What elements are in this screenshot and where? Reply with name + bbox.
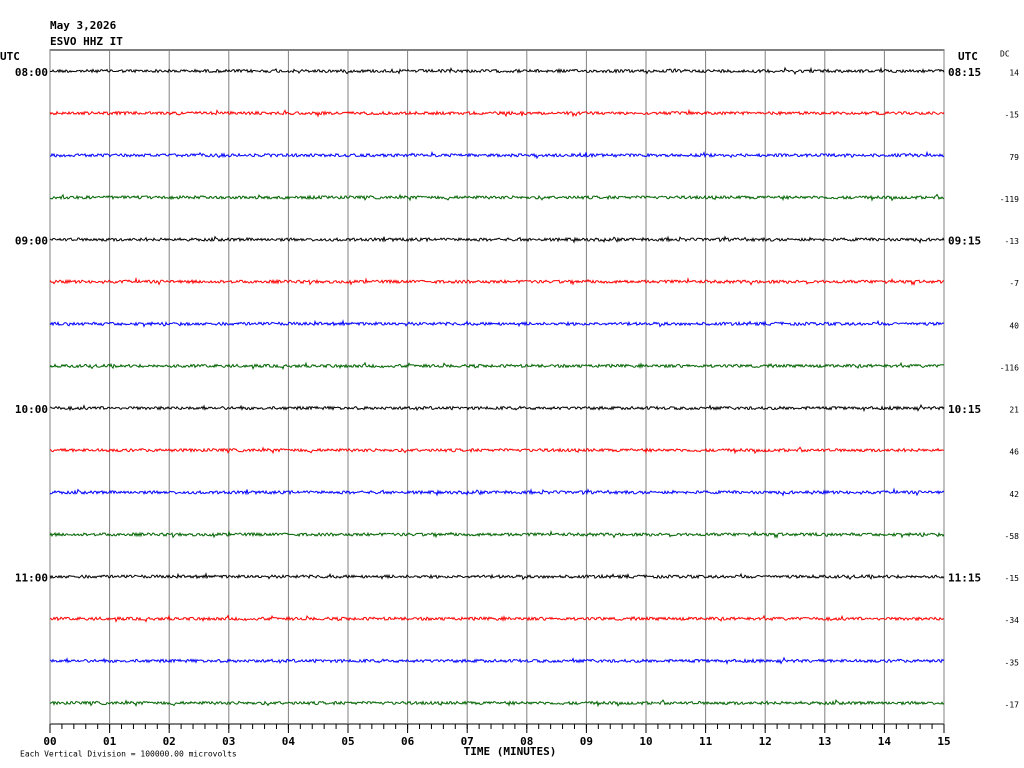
trace — [49, 276, 945, 287]
x-tick-label: 12 — [759, 735, 772, 748]
trace — [49, 108, 945, 118]
x-tick-label: 04 — [282, 735, 296, 748]
dc-value: -58 — [1005, 532, 1020, 541]
x-tick-label: 02 — [163, 735, 176, 748]
trace — [49, 193, 945, 202]
dc-value: -119 — [1000, 195, 1019, 204]
dc-value: -15 — [1005, 111, 1020, 120]
dc-value: 40 — [1009, 321, 1019, 330]
x-tick-label: 05 — [341, 735, 354, 748]
right-time-label: 11:15 — [948, 572, 981, 585]
left-time-label: 08:00 — [15, 66, 48, 79]
x-tick-label: 03 — [222, 735, 235, 748]
dc-value: -35 — [1005, 658, 1020, 667]
dc-value: -17 — [1005, 701, 1020, 710]
footnote: Each Vertical Division = 100000.00 micro… — [20, 750, 237, 759]
x-tick-label: 15 — [937, 735, 950, 748]
trace — [49, 235, 945, 244]
dc-value: 21 — [1009, 406, 1019, 415]
dc-value: -13 — [1005, 237, 1020, 246]
x-tick-label: 14 — [878, 735, 892, 748]
date: May 3,2026 — [50, 19, 117, 32]
dc-value: 14 — [1009, 69, 1019, 78]
x-tick-label: 01 — [103, 735, 117, 748]
x-tick-label: 07 — [461, 735, 474, 748]
x-tick-label: 13 — [818, 735, 831, 748]
left-time-label: 10:00 — [15, 403, 48, 416]
x-tick-label: 08 — [520, 735, 533, 748]
dc-title: DC — [1000, 50, 1010, 59]
station: ESVO HHZ IT — [50, 35, 123, 48]
trace — [49, 361, 945, 370]
dc-value: -15 — [1005, 574, 1020, 583]
trace — [49, 656, 945, 665]
right-axis-title: UTC — [958, 50, 978, 63]
left-time-label: 11:00 — [15, 572, 48, 585]
right-time-label: 09:15 — [948, 235, 981, 248]
trace — [49, 529, 945, 539]
trace — [49, 446, 945, 455]
trace — [49, 699, 945, 708]
left-time-label: 09:00 — [15, 235, 48, 248]
x-axis-title: TIME (MINUTES) — [464, 745, 557, 758]
trace — [49, 319, 945, 328]
trace — [49, 614, 944, 623]
dc-value: 42 — [1009, 490, 1019, 499]
x-tick-label: 00 — [43, 735, 56, 748]
trace — [49, 150, 945, 160]
dc-value: -116 — [1000, 363, 1019, 372]
x-tick-label: 10 — [639, 735, 652, 748]
right-time-label: 08:15 — [948, 66, 981, 79]
dc-value: 79 — [1009, 153, 1019, 162]
trace — [49, 403, 945, 413]
plot-frame — [49, 49, 945, 725]
trace — [49, 66, 945, 76]
dc-value: -7 — [1009, 279, 1019, 288]
dc-value: -34 — [1005, 616, 1020, 625]
trace — [49, 571, 945, 581]
trace — [49, 487, 945, 497]
dc-value: 46 — [1009, 448, 1019, 457]
x-tick-label: 09 — [580, 735, 593, 748]
x-tick-label: 11 — [699, 735, 713, 748]
right-time-label: 10:15 — [948, 403, 981, 416]
x-tick-label: 06 — [401, 735, 415, 748]
left-axis-title: UTC — [0, 50, 20, 63]
